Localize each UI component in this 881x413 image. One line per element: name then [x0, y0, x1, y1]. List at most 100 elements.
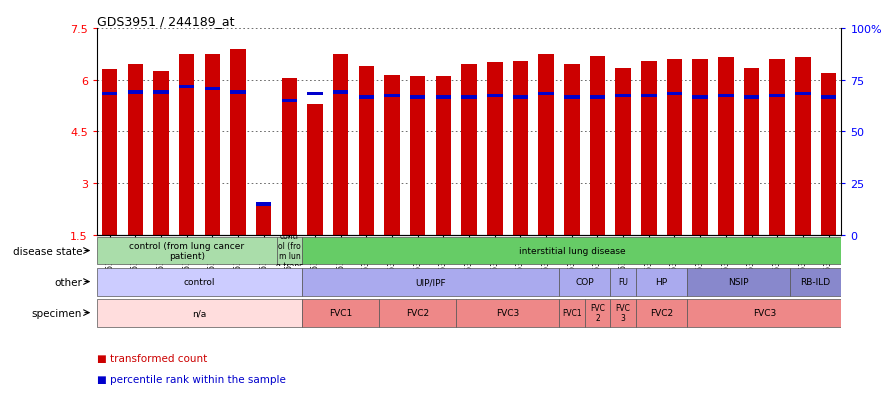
Bar	[611, 268, 636, 296]
Bar	[179, 55, 195, 235]
Text: other: other	[54, 277, 82, 287]
Bar	[282, 79, 297, 235]
Bar	[307, 104, 322, 235]
Bar	[153, 91, 169, 94]
Text: FVC3: FVC3	[752, 309, 776, 317]
Bar	[564, 65, 580, 235]
Bar	[384, 94, 400, 98]
Bar	[380, 299, 456, 327]
Bar	[641, 94, 656, 98]
Text: control (from lung cancer
patient): control (from lung cancer patient)	[130, 242, 244, 260]
Bar	[687, 268, 790, 296]
Text: FVC2: FVC2	[406, 309, 429, 317]
Bar	[564, 96, 580, 100]
Bar	[513, 96, 529, 100]
Bar	[333, 91, 349, 94]
Bar	[256, 203, 271, 206]
Bar	[667, 93, 682, 96]
Text: disease state: disease state	[12, 246, 82, 256]
Text: n/a: n/a	[192, 309, 207, 317]
Bar	[204, 55, 220, 235]
Bar	[559, 299, 585, 327]
Bar	[744, 96, 759, 100]
Bar	[128, 91, 143, 94]
Text: control: control	[184, 278, 215, 286]
Bar	[718, 58, 734, 235]
Text: GDS3951 / 244189_at: GDS3951 / 244189_at	[97, 15, 234, 28]
Bar	[231, 50, 246, 235]
Bar	[538, 93, 554, 96]
Bar	[102, 70, 117, 235]
Text: HP: HP	[655, 278, 668, 286]
Bar	[359, 96, 374, 100]
Bar	[282, 100, 297, 103]
Text: FVC2: FVC2	[650, 309, 673, 317]
Bar	[436, 77, 451, 235]
Bar	[718, 94, 734, 98]
Text: ■ percentile rank within the sample: ■ percentile rank within the sample	[97, 374, 285, 384]
Text: FVC1: FVC1	[329, 309, 352, 317]
Text: contr
ol (fro
m lun
g trans: contr ol (fro m lun g trans	[276, 232, 303, 270]
Bar	[128, 65, 143, 235]
Bar	[821, 96, 836, 100]
Bar	[790, 268, 841, 296]
Bar	[796, 58, 811, 235]
Bar	[641, 62, 656, 235]
Bar	[97, 237, 277, 265]
Text: FVC1: FVC1	[562, 309, 581, 317]
Bar	[487, 94, 502, 98]
Bar	[302, 299, 380, 327]
Text: FU: FU	[618, 278, 628, 286]
Bar	[97, 268, 302, 296]
Bar	[179, 86, 195, 89]
Bar	[384, 75, 400, 235]
Bar	[410, 96, 426, 100]
Text: UIP/IPF: UIP/IPF	[415, 278, 446, 286]
Bar	[462, 65, 477, 235]
Bar	[636, 268, 687, 296]
Bar	[616, 69, 631, 235]
Bar	[302, 237, 841, 265]
Text: FVC
2: FVC 2	[590, 304, 605, 322]
Text: FVC3: FVC3	[496, 309, 519, 317]
Bar	[589, 57, 605, 235]
Bar	[796, 93, 811, 96]
Bar	[97, 299, 302, 327]
Bar	[410, 77, 426, 235]
Bar	[636, 299, 687, 327]
Bar	[611, 299, 636, 327]
Text: RB-ILD: RB-ILD	[801, 278, 831, 286]
Bar	[769, 94, 785, 98]
Text: specimen: specimen	[32, 308, 82, 318]
Bar	[359, 67, 374, 235]
Bar	[231, 91, 246, 94]
Bar	[585, 299, 611, 327]
Bar	[744, 69, 759, 235]
Bar	[589, 96, 605, 100]
Bar	[204, 88, 220, 91]
Bar	[462, 96, 477, 100]
Bar	[538, 55, 554, 235]
Bar	[307, 93, 322, 96]
Bar	[333, 55, 349, 235]
Text: NSIP: NSIP	[729, 278, 749, 286]
Bar	[153, 72, 169, 235]
Bar	[456, 299, 559, 327]
Text: ■ transformed count: ■ transformed count	[97, 354, 207, 363]
Text: COP: COP	[575, 278, 594, 286]
Bar	[302, 268, 559, 296]
Bar	[277, 237, 302, 265]
Bar	[692, 96, 707, 100]
Bar	[559, 268, 611, 296]
Bar	[436, 96, 451, 100]
Bar	[256, 204, 271, 235]
Bar	[102, 93, 117, 96]
Bar	[687, 299, 841, 327]
Text: interstitial lung disease: interstitial lung disease	[519, 247, 626, 255]
Bar	[821, 74, 836, 235]
Bar	[769, 60, 785, 235]
Bar	[616, 94, 631, 98]
Bar	[692, 60, 707, 235]
Bar	[487, 63, 502, 235]
Bar	[667, 60, 682, 235]
